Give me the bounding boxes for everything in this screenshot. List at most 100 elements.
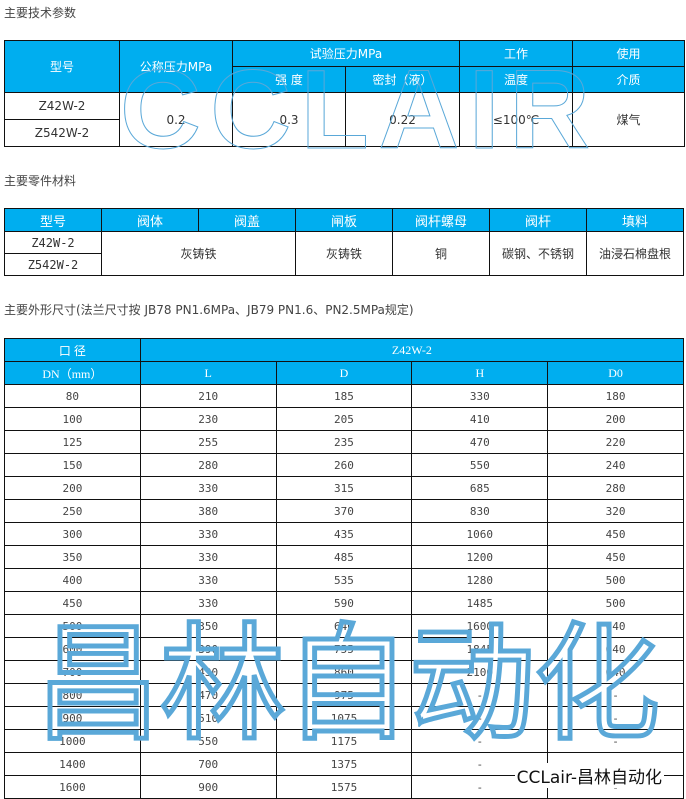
table-cell: 235 [275,430,413,454]
table-cell: 700 [4,660,141,684]
table-row: 700 430 860 2100 640 [4,660,684,684]
header-temp-1: 工作 [459,40,573,67]
table-cell: 430 [139,660,277,684]
table-cell: 975 [275,683,413,707]
dimensions-table: 口 径 Z42W-2 DN（mm） L D H D0 80 210 185 330 18… [4,338,685,799]
header-medium-1: 使用 [572,40,685,67]
table-cell: 1600 [411,614,549,638]
table-cell: 370 [275,499,413,523]
table-cell: - [411,729,549,753]
table-cell: 470 [139,683,277,707]
table-cell: 185 [275,384,413,408]
table-row: 900 510 1075- - [4,706,684,730]
table-cell: 685 [411,476,549,500]
table-cell: 200 [4,476,141,500]
table-cell: 330 [139,476,277,500]
table-cell: 500 [4,614,141,638]
gate-cell: 灰铸铁 [295,231,393,276]
header-test-pressure: 试验压力MPa [232,40,460,67]
header-col: D [275,361,413,385]
header-dn-1: 口 径 [4,338,141,362]
tech-params-table: 型号 公称压力MPa 试验压力MPa 工作 使用 强 度 密封（液） 温度 介质… [4,40,685,147]
table-cell: 830 [411,499,549,523]
brand-watermark: CCLair-昌林自动化 [514,763,664,788]
table-cell: 500 [547,591,684,615]
model-cell: Z42W-2 [4,231,102,254]
table-cell: 550 [411,453,549,477]
table-row: 150 280 260 550 240 [4,453,684,477]
table-cell: 350 [139,614,277,638]
table-cell: 640 [275,614,413,638]
table-cell: 260 [275,453,413,477]
table-cell: 640 [547,660,684,684]
table-row: 80 210 185 330 180 [4,384,684,408]
table-cell: 330 [411,384,549,408]
packing-cell: 油浸石棉盘根 [586,231,684,276]
table-cell: 330 [139,591,277,615]
table-cell: - [547,706,684,730]
table-cell: 240 [547,453,684,477]
table-cell: 755 [275,637,413,661]
table-cell: 700 [139,752,277,776]
table-cell: 220 [547,430,684,454]
table-cell: 590 [275,591,413,615]
table-cell: 150 [4,453,141,477]
table-cell: 1175 [275,729,413,753]
header-temp-2: 温度 [459,66,573,93]
table-cell: 125 [4,430,141,454]
table-row: 125 255 235 470 220 [4,430,684,454]
table-row: 100 230 205 410 200 [4,407,684,431]
table-cell: 380 [139,499,277,523]
table-row: 450 330 590 1485 500 [4,591,684,615]
table-row: 300 330 435 1060 450 [4,522,684,546]
table-cell: 2100 [411,660,549,684]
table-cell: 535 [275,568,413,592]
table-cell: 205 [275,407,413,431]
header-cell: 填料 [586,208,684,232]
table-cell: 640 [547,614,684,638]
header-col: H [411,361,549,385]
table-cell: 410 [411,407,549,431]
header-cell: 阀杆 [489,208,587,232]
table-cell: 300 [4,522,141,546]
header-dn-2: DN（mm） [4,361,141,385]
table-cell: 1280 [411,568,549,592]
table-cell: 450 [547,522,684,546]
table-cell: 1200 [411,545,549,569]
nominal-cell: 0.2 [119,92,233,147]
model-cell: Z542W-2 [4,253,102,276]
header-cell: 阀盖 [198,208,296,232]
header-cell: 阀体 [101,208,199,232]
temp-cell: ≤100℃ [459,92,573,147]
table-cell: 210 [139,384,277,408]
table-cell: 330 [139,545,277,569]
body-cell: 灰铸铁 [101,231,296,276]
table-cell: 315 [275,476,413,500]
table-cell: 485 [275,545,413,569]
table-row: 400 330 535 1280 500 [4,568,684,592]
table-row: 800 470 975- - [4,683,684,707]
table-cell: - [411,706,549,730]
table-cell: 450 [4,591,141,615]
header-col: D0 [547,361,684,385]
table-cell: 450 [547,545,684,569]
section-title-tech: 主要技术参数 [4,6,77,20]
table-cell: 1060 [411,522,549,546]
table-cell: 230 [139,407,277,431]
table-cell: 180 [547,384,684,408]
table-row: 1000 550 1175- - [4,729,684,753]
table-cell: 900 [139,775,277,799]
table-row: 600 390 755 1845 640 [4,637,684,661]
table-cell: 1485 [411,591,549,615]
header-seal: 密封（液） [345,66,460,93]
table-cell: 435 [275,522,413,546]
table-cell: 1375 [275,752,413,776]
header-cell: 型号 [4,208,102,232]
header-medium-2: 介质 [572,66,685,93]
table-cell: 350 [4,545,141,569]
table-cell: - [547,683,684,707]
table-cell: 1400 [4,752,141,776]
table-cell: 600 [4,637,141,661]
materials-table: 型号 阀体 阀盖 闸板 阀杆螺母 阀杆 填料 Z42W-2 灰铸铁 灰铸铁 铜 … [4,208,684,276]
